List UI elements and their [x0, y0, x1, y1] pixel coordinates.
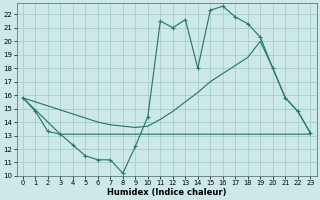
X-axis label: Humidex (Indice chaleur): Humidex (Indice chaleur) — [107, 188, 226, 197]
